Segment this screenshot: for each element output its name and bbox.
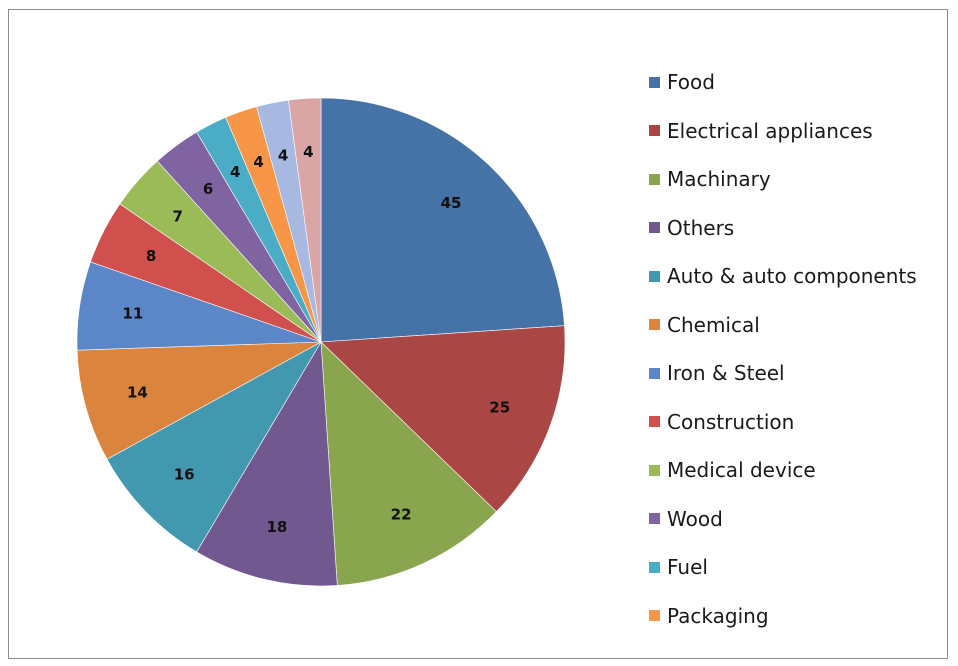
legend-label: Fuel bbox=[667, 555, 708, 580]
pie-slice-1 bbox=[320, 325, 566, 513]
legend-item: Others bbox=[649, 204, 949, 253]
legend-label: Others bbox=[667, 215, 735, 240]
slice-value-label-13: 4 bbox=[303, 143, 313, 161]
legend-swatch bbox=[649, 513, 660, 525]
legend-swatch bbox=[649, 464, 660, 476]
legend-swatch bbox=[649, 173, 660, 185]
slice-value-label-1: 25 bbox=[489, 398, 510, 416]
pie-slice-0 bbox=[320, 97, 565, 343]
legend-swatch bbox=[649, 270, 660, 282]
slice-value-label-5: 14 bbox=[127, 383, 148, 401]
legend-item: Wood bbox=[649, 495, 949, 544]
legend-item: Packaging bbox=[649, 592, 949, 641]
pie-slice-5 bbox=[76, 341, 322, 460]
slice-value-label-2: 22 bbox=[391, 506, 412, 524]
legend-item: Construction bbox=[649, 398, 949, 447]
legend-item: Iron & Steel bbox=[649, 349, 949, 398]
slice-value-label-9: 6 bbox=[203, 180, 213, 198]
legend-label: Machinary bbox=[667, 167, 771, 192]
legend-label: Iron & Steel bbox=[667, 361, 785, 386]
pie-slice-4 bbox=[106, 341, 322, 553]
legend-item: Food bbox=[649, 58, 949, 107]
pie-slice-13 bbox=[288, 97, 322, 343]
slice-value-label-8: 7 bbox=[173, 208, 183, 226]
slice-value-label-10: 4 bbox=[230, 163, 240, 181]
pie-slices bbox=[76, 97, 566, 587]
legend-swatch bbox=[649, 416, 660, 428]
slice-value-label-11: 4 bbox=[253, 153, 263, 171]
chart-legend: Food Electrical appliances Machinary Others… bbox=[649, 58, 949, 640]
pie-slice-3 bbox=[196, 341, 338, 587]
legend-item: Chemical bbox=[649, 301, 949, 350]
pie-slice-2 bbox=[320, 341, 497, 586]
legend-label: Packaging bbox=[667, 603, 769, 628]
slice-value-label-3: 18 bbox=[266, 518, 287, 536]
slice-value-label-4: 16 bbox=[174, 465, 195, 483]
slice-value-label-12: 4 bbox=[278, 146, 288, 164]
legend-item: Medical device bbox=[649, 446, 949, 495]
slice-value-label-0: 45 bbox=[441, 194, 462, 212]
legend-swatch bbox=[649, 222, 660, 234]
legend-swatch bbox=[649, 561, 660, 573]
slice-value-label-7: 8 bbox=[146, 247, 156, 265]
legend-item: Auto & auto components bbox=[649, 252, 949, 301]
legend-swatch bbox=[649, 367, 660, 379]
legend-label: Construction bbox=[667, 409, 795, 434]
legend-swatch bbox=[649, 610, 660, 622]
legend-label: Electrical appliances bbox=[667, 118, 873, 143]
slice-value-label-6: 11 bbox=[122, 304, 143, 322]
legend-label: Wood bbox=[667, 506, 723, 531]
legend-item: Electrical appliances bbox=[649, 107, 949, 156]
legend-item: Fuel bbox=[649, 543, 949, 592]
legend-label: Medical device bbox=[667, 458, 816, 483]
legend-swatch bbox=[649, 319, 660, 331]
legend-label: Food bbox=[667, 70, 715, 95]
legend-swatch bbox=[649, 125, 660, 137]
legend-item: Machinary bbox=[649, 155, 949, 204]
legend-swatch bbox=[649, 76, 660, 88]
legend-label: Chemical bbox=[667, 312, 760, 337]
legend-label: Auto & auto components bbox=[667, 264, 917, 289]
